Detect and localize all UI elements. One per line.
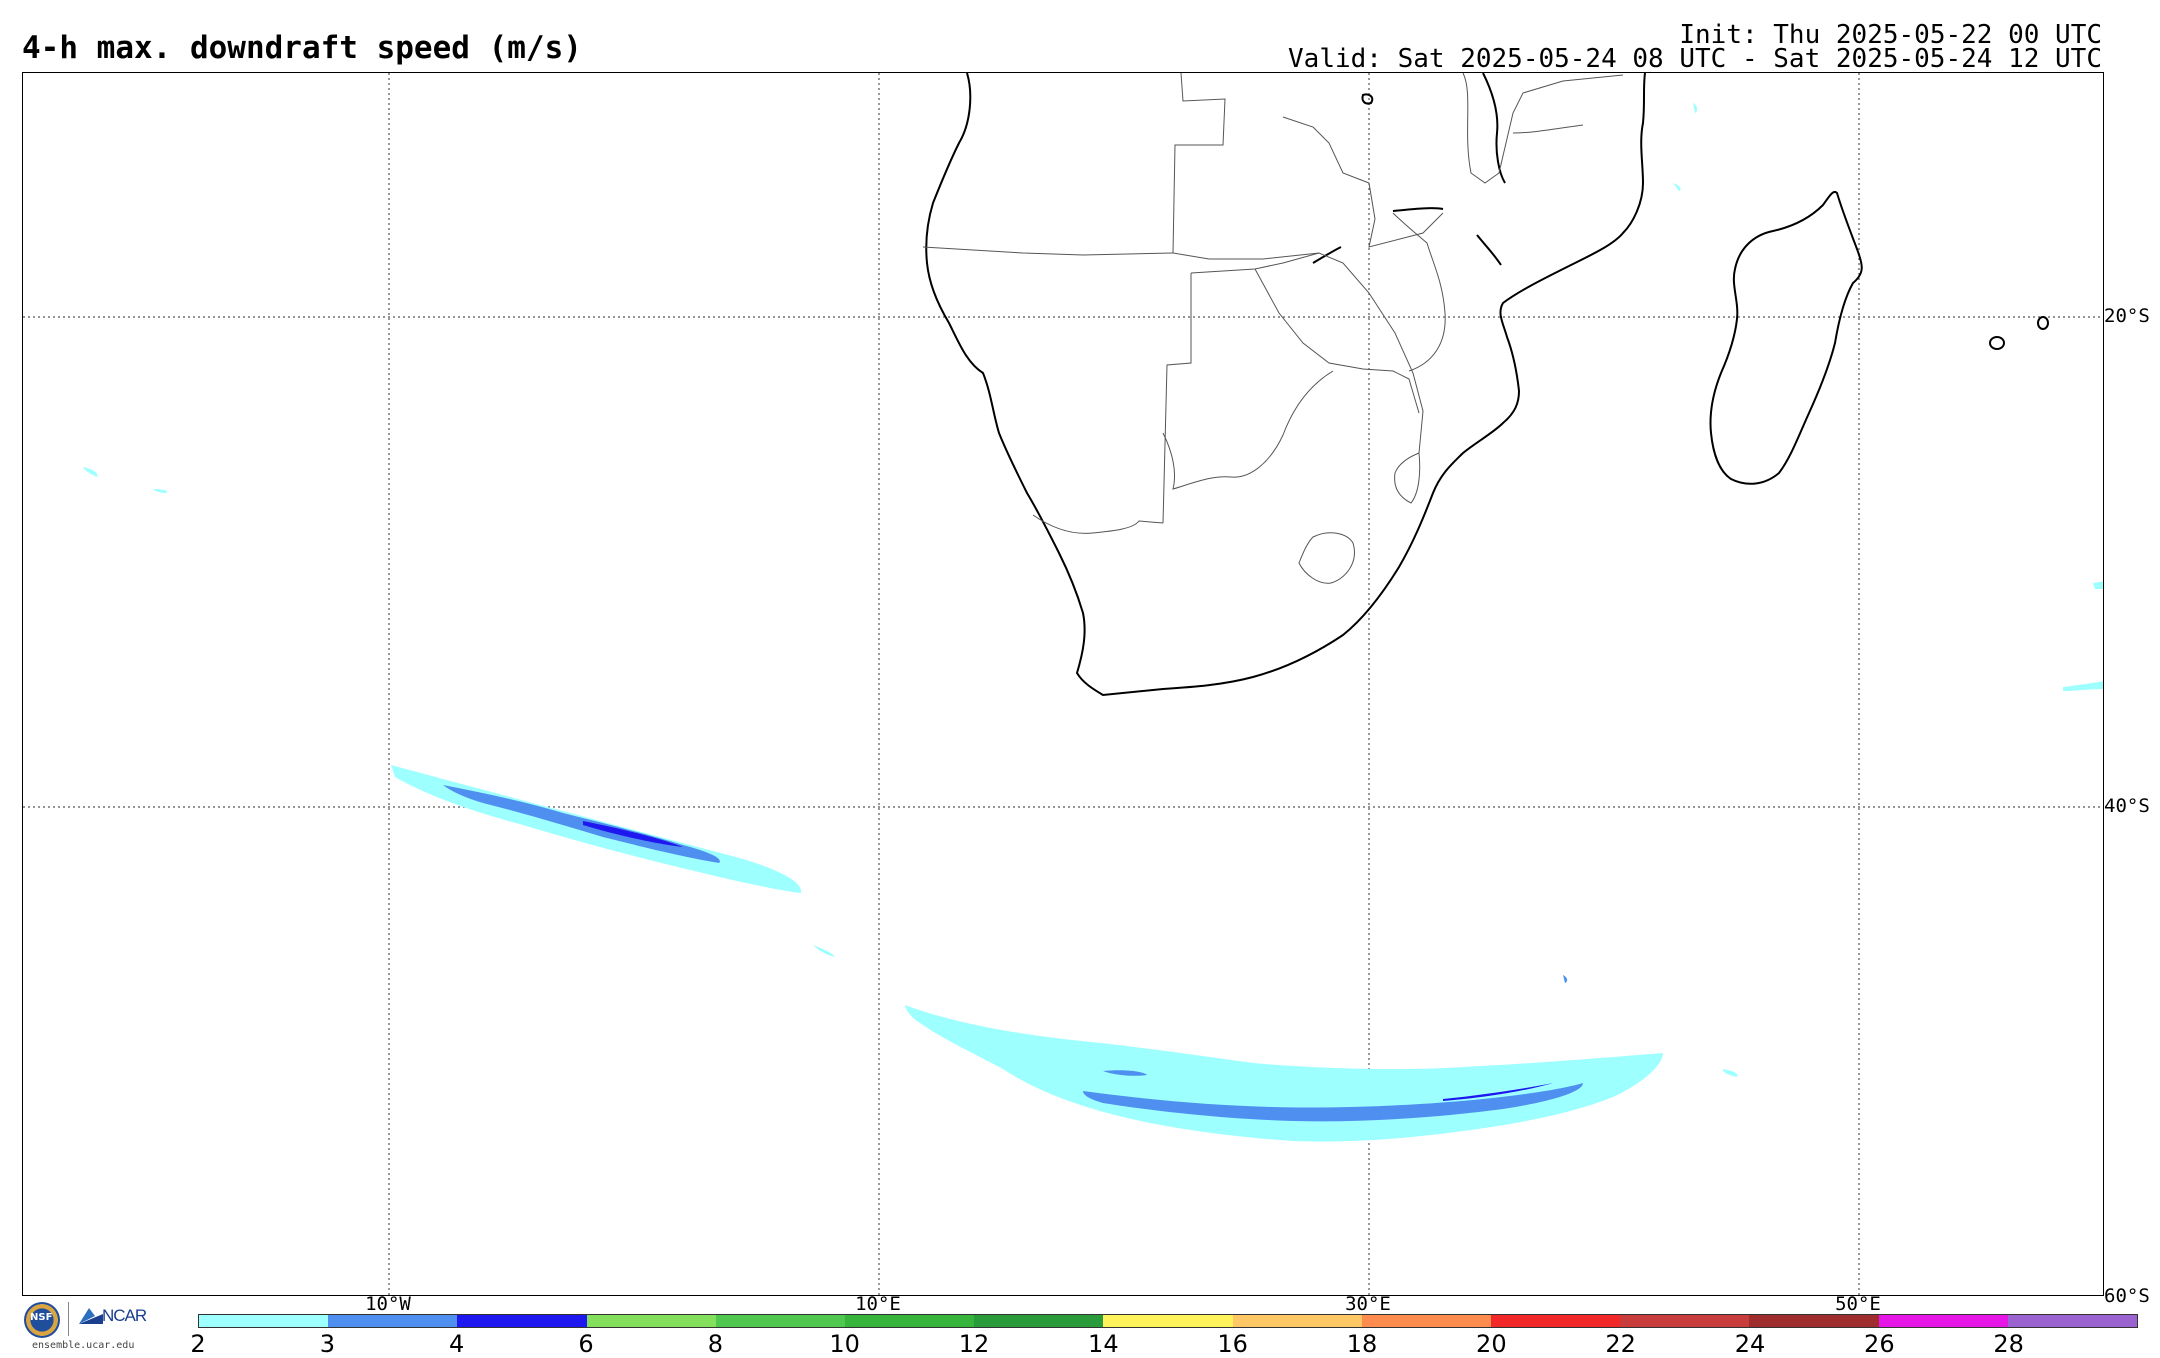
- valid-time: Valid: Sat 2025-05-24 08 UTC - Sat 2025-…: [1288, 44, 2102, 74]
- init-time: Init: Thu 2025-05-22 00 UTC: [1679, 20, 2102, 50]
- colorbar-tick-label: 8: [707, 1330, 723, 1358]
- colorbar-swatch: [715, 1315, 846, 1327]
- colorbar-swatch: [1620, 1315, 1750, 1327]
- colorbar-tick-label: 4: [449, 1330, 465, 1358]
- colorbar-swatch: [1491, 1315, 1621, 1327]
- downdraft-field: [83, 103, 2103, 1142]
- colorbar-swatch: [1103, 1315, 1233, 1327]
- colorbar-tick-label: 3: [319, 1330, 335, 1358]
- colorbar-tick-label: 26: [1864, 1330, 1895, 1358]
- map-title: 4-h max. downdraft speed (m/s): [22, 30, 582, 66]
- map-canvas: [23, 73, 2103, 1295]
- colorbar-tick-label: 22: [1605, 1330, 1636, 1358]
- lon-label-10e: 10°E: [855, 1293, 901, 1315]
- colorbar-swatch: [845, 1315, 975, 1327]
- colorbar-swatch: [1878, 1315, 2008, 1327]
- coastline: [925, 73, 2049, 697]
- site-url: ensemble.ucar.edu: [32, 1340, 135, 1351]
- colorbar-swatch: [1749, 1315, 1879, 1327]
- colorbar-tick-label: 16: [1217, 1330, 1248, 1358]
- colorbar-swatch: [1232, 1315, 1362, 1327]
- colorbar-tick-label: 14: [1088, 1330, 1119, 1358]
- gridlines: [23, 73, 2103, 1295]
- lon-label-50e: 50°E: [1835, 1293, 1881, 1315]
- colorbar-tick-label: 6: [578, 1330, 594, 1358]
- lat-label-40s: 40°S: [2104, 795, 2150, 817]
- colorbar-swatch: [328, 1315, 458, 1327]
- colorbar-swatch: [2007, 1315, 2138, 1327]
- logo-divider: [68, 1302, 69, 1336]
- borders: [922, 73, 1624, 584]
- colorbar-tick-label: 18: [1346, 1330, 1378, 1358]
- lat-label-60s: 60°S: [2104, 1285, 2150, 1307]
- colorbar-swatch: [586, 1315, 716, 1327]
- map-panel[interactable]: [22, 72, 2104, 1296]
- ncar-mark-icon: [79, 1308, 103, 1324]
- lon-label-30e: 30°E: [1345, 1293, 1391, 1315]
- colorbar-swatch: [974, 1315, 1104, 1327]
- nsf-logo-icon: [24, 1302, 60, 1338]
- nsf-ncar-logo: NSF NCAR ensemble.ucar.edu: [22, 1300, 157, 1354]
- colorbar-tick-label: 10: [829, 1330, 860, 1358]
- colorbar-tick-label: 24: [1734, 1330, 1766, 1358]
- nsf-label: NSF: [30, 1312, 53, 1323]
- colorbar-tick-label: 20: [1476, 1330, 1507, 1358]
- lat-label-20s: 20°S: [2104, 305, 2150, 327]
- colorbar: [198, 1314, 2138, 1328]
- colorbar-tick-label: 28: [1993, 1330, 2024, 1358]
- colorbar-swatch: [199, 1315, 329, 1327]
- colorbar-swatch: [457, 1315, 587, 1327]
- ncar-label: NCAR: [102, 1306, 147, 1325]
- lon-label-10w: 10°W: [365, 1293, 411, 1315]
- colorbar-swatch: [1361, 1315, 1492, 1327]
- colorbar-tick-label: 2: [190, 1330, 206, 1358]
- colorbar-tick-label: 12: [958, 1330, 990, 1358]
